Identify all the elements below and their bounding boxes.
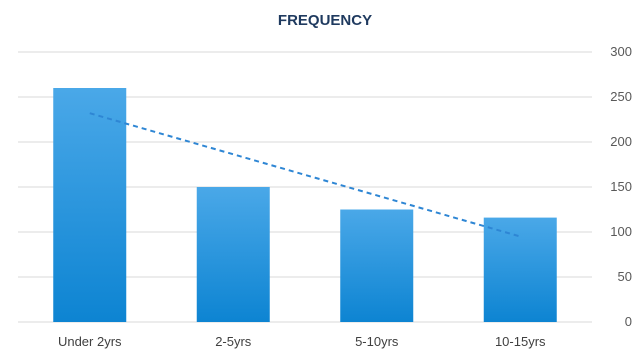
bar (196, 187, 270, 322)
trendline-line (89, 112, 521, 238)
x-tick-label: Under 2yrs (58, 334, 122, 349)
chart-title: FREQUENCY (278, 12, 372, 29)
bar (340, 209, 414, 322)
y-tick-label: 0 (625, 314, 632, 329)
bars (53, 88, 557, 322)
y-axis-ticks: 0 50 100 150 200 250 300 (610, 44, 632, 329)
bar (53, 88, 127, 322)
y-tick-label: 100 (610, 224, 632, 239)
x-tick-label: 2-5yrs (215, 334, 252, 349)
x-tick-label: 5-10yrs (355, 334, 399, 349)
y-tick-label: 150 (610, 179, 632, 194)
y-tick-label: 200 (610, 134, 632, 149)
y-tick-label: 50 (618, 269, 632, 284)
x-axis-labels: Under 2yrs 2-5yrs 5-10yrs 10-15yrs (58, 334, 546, 349)
trendline (89, 112, 521, 238)
bar (483, 217, 557, 322)
y-tick-label: 250 (610, 89, 632, 104)
y-tick-label: 300 (610, 44, 632, 59)
x-tick-label: 10-15yrs (495, 334, 546, 349)
